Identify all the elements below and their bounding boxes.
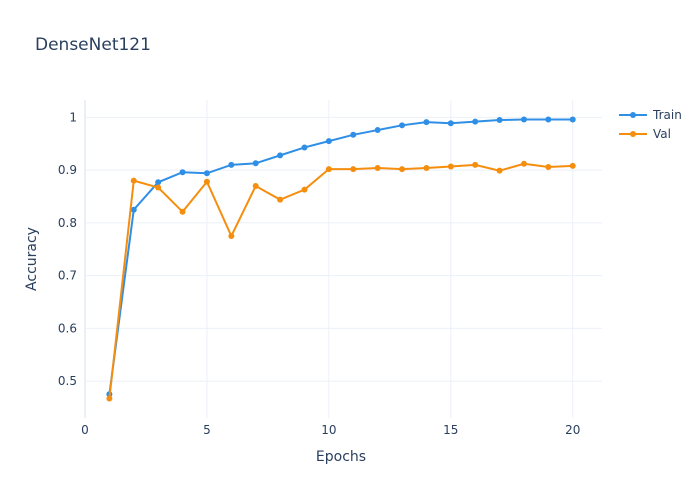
data-point-train[interactable] [350, 131, 357, 138]
data-point-train[interactable] [325, 138, 332, 145]
x-tick-label: 15 [443, 423, 458, 437]
data-point-val[interactable] [179, 208, 186, 215]
series-train [106, 116, 576, 398]
data-point-train[interactable] [203, 170, 210, 177]
y-tick-label: 0.7 [58, 269, 77, 283]
grid-lines [85, 100, 602, 418]
data-point-val[interactable] [423, 165, 430, 172]
legend-item-val[interactable]: Val [619, 127, 671, 141]
data-point-val[interactable] [203, 178, 210, 185]
series-line-val [108, 162, 573, 399]
data-point-val[interactable] [325, 166, 332, 173]
legend-label: Train [652, 108, 682, 122]
data-point-train[interactable] [447, 120, 454, 127]
y-tick-label: 1 [69, 110, 77, 124]
data-point-val[interactable] [399, 166, 406, 173]
data-point-train[interactable] [374, 127, 381, 134]
data-point-train[interactable] [545, 116, 552, 123]
data-point-val[interactable] [301, 186, 308, 193]
data-point-val[interactable] [374, 165, 381, 172]
data-point-val[interactable] [228, 233, 235, 240]
data-point-train[interactable] [130, 206, 137, 213]
series-val [106, 160, 576, 402]
data-point-val[interactable] [277, 196, 284, 203]
data-point-train[interactable] [155, 179, 162, 186]
series-layer [106, 116, 576, 402]
data-point-val[interactable] [106, 395, 113, 402]
data-point-train[interactable] [520, 116, 527, 123]
data-point-train[interactable] [301, 144, 308, 151]
data-point-train[interactable] [399, 122, 406, 129]
x-tick-label: 20 [565, 423, 580, 437]
x-axis-title: Epochs [316, 449, 366, 465]
y-tick-label: 0.8 [58, 216, 77, 230]
y-axis-title: Accuracy [24, 227, 40, 291]
y-tick-label: 0.6 [58, 321, 77, 335]
x-tick-label: 0 [81, 423, 89, 437]
data-point-val[interactable] [130, 177, 137, 184]
x-tick-label: 5 [203, 423, 211, 437]
data-point-val[interactable] [252, 182, 259, 189]
series-line-train [108, 118, 573, 395]
data-point-val[interactable] [496, 167, 503, 174]
legend-swatch-marker [630, 131, 636, 137]
y-tick-label: 0.9 [58, 163, 77, 177]
data-point-train[interactable] [496, 117, 503, 124]
chart-title: DenseNet121 [35, 35, 151, 55]
data-point-train[interactable] [472, 118, 479, 125]
data-point-train[interactable] [277, 152, 284, 159]
legend-label: Val [653, 127, 671, 141]
data-point-train[interactable] [252, 160, 259, 167]
data-point-val[interactable] [350, 166, 357, 173]
data-point-train[interactable] [569, 116, 576, 123]
legend[interactable]: Train Val [619, 108, 682, 141]
x-axis-ticks: 0 5 10 15 20 [81, 423, 580, 437]
data-point-train[interactable] [179, 169, 186, 176]
data-point-train[interactable] [423, 119, 430, 126]
data-point-val[interactable] [447, 163, 454, 170]
y-axis-ticks: 0.5 0.6 0.7 0.8 0.9 1 [58, 110, 77, 388]
y-tick-label: 0.5 [58, 374, 77, 388]
data-point-val[interactable] [569, 162, 576, 169]
data-point-val[interactable] [472, 161, 479, 168]
x-tick-label: 10 [321, 423, 336, 437]
data-point-train[interactable] [228, 161, 235, 168]
data-point-val[interactable] [155, 184, 162, 191]
legend-item-train[interactable]: Train [619, 108, 682, 122]
data-point-val[interactable] [520, 160, 527, 167]
legend-swatch-marker [630, 112, 636, 118]
data-point-val[interactable] [545, 163, 552, 170]
